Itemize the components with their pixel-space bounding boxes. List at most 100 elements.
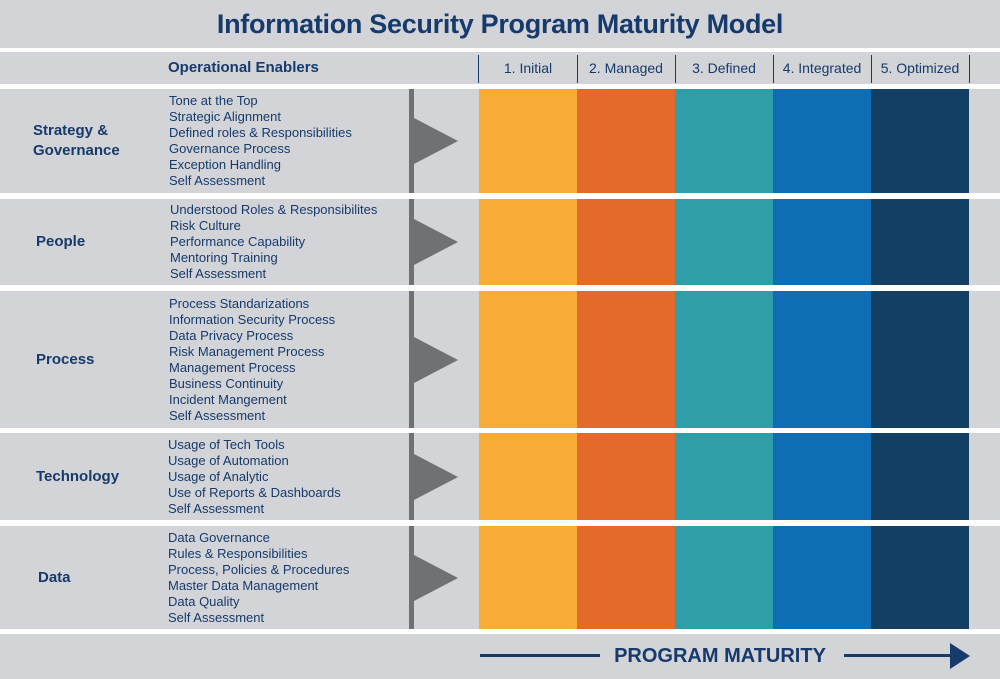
maturity-arrow-head-icon: [950, 643, 970, 669]
enabler-item: Usage of Tech Tools: [168, 437, 285, 452]
enabler-item: Self Assessment: [168, 501, 265, 516]
row-label-line: Governance: [33, 142, 120, 159]
enabler-item: Strategic Alignment: [169, 109, 282, 124]
header-band: [0, 52, 1000, 84]
enabler-item: Exception Handling: [169, 157, 282, 172]
row-label-line: Data: [38, 568, 71, 586]
enabler-list-people: Understood Roles & Responsibilites Risk C…: [170, 202, 377, 282]
enabler-item: Self Assessment: [170, 266, 267, 281]
row-label-line: Technology: [36, 467, 120, 485]
enabler-item: Governance Process: [169, 141, 291, 156]
maturity-cell-optimized: [871, 89, 969, 193]
enabler-item: Process, Policies & Procedures: [168, 562, 350, 577]
maturity-cell-managed: [577, 526, 675, 629]
maturity-cell-initial: [479, 526, 577, 629]
maturity-cell-integrated: [773, 433, 871, 520]
enabler-item: Usage of Analytic: [168, 469, 269, 484]
row-divider-pole: [409, 433, 414, 520]
maturity-cell-defined: [675, 526, 773, 629]
pointer-triangle-icon: [414, 219, 458, 265]
enabler-list-data: Data Governance Rules & Responsibilities P…: [168, 530, 349, 626]
row-label-data: Data: [38, 526, 190, 629]
enabler-item: Understood Roles & Responsibilites: [170, 202, 378, 217]
maturity-cell-managed: [577, 89, 675, 193]
row-label-line: People: [36, 233, 86, 250]
maturity-cell-integrated: [773, 199, 871, 285]
row-divider-pole: [409, 526, 414, 629]
level-header-optimized: 5. Optimized: [880, 60, 960, 76]
pointer-triangle-icon: [414, 453, 458, 500]
header-separator: [773, 55, 774, 83]
maturity-cell-initial: [479, 433, 577, 520]
maturity-cell-optimized: [871, 526, 969, 629]
maturity-cell-optimized: [871, 291, 969, 428]
row-label-technology: Technology: [36, 433, 188, 520]
enabler-item: Mentoring Training: [170, 250, 278, 265]
header-separator: [478, 55, 479, 83]
enabler-item: Performance Capability: [170, 234, 306, 249]
level-header-initial: 1. Initial: [503, 60, 553, 76]
operational-enablers-header: Operational Enablers: [168, 59, 319, 76]
row-label-strategy-governance: Strategy & Governance: [33, 89, 185, 193]
enabler-list-technology: Usage of Tech Tools Usage of Automation Us…: [168, 437, 341, 517]
maturity-cell-managed: [577, 433, 675, 520]
row-divider-pole: [409, 291, 414, 428]
enabler-item: Tone at the Top: [169, 93, 258, 108]
header-separator: [577, 55, 578, 83]
maturity-cell-defined: [675, 89, 773, 193]
maturity-cell-initial: [479, 89, 577, 193]
enabler-list-process: Process Standarizations Information Secur…: [169, 296, 335, 424]
enabler-item: Usage of Automation: [168, 453, 289, 468]
header-separator: [675, 55, 676, 83]
enabler-item: Use of Reports & Dashboards: [168, 485, 341, 500]
enabler-item: Self Assessment: [168, 610, 265, 625]
enabler-item: Self Assessment: [169, 408, 266, 423]
row-label-people: People: [36, 199, 188, 285]
maturity-cell-managed: [577, 199, 675, 285]
diagram-title: Information Security Program Maturity Mo…: [216, 8, 784, 39]
maturity-cell-managed: [577, 291, 675, 428]
enabler-list-strategy-governance: Tone at the Top Strategic Alignment Define…: [169, 93, 352, 189]
row-label-process: Process: [36, 291, 188, 428]
enabler-item: Risk Culture: [170, 218, 241, 233]
maturity-cell-integrated: [773, 89, 871, 193]
maturity-cell-optimized: [871, 199, 969, 285]
header-separator: [871, 55, 872, 83]
enabler-item: Incident Mangement: [169, 392, 287, 407]
maturity-cell-defined: [675, 433, 773, 520]
enabler-item: Self Assessment: [169, 173, 266, 188]
header-separator: [969, 55, 970, 83]
enabler-item: Business Continuity: [169, 376, 284, 391]
enabler-item: Rules & Responsibilities: [168, 546, 308, 561]
enabler-item: Information Security Process: [169, 312, 336, 327]
maturity-arrow-line-left: [480, 654, 600, 657]
title-band: [0, 0, 1000, 48]
enabler-item: Master Data Management: [168, 578, 319, 593]
enabler-item: Defined roles & Responsibilities: [169, 125, 352, 140]
maturity-arrow-line-right: [844, 654, 952, 657]
maturity-cell-integrated: [773, 291, 871, 428]
enabler-item: Process Standarizations: [169, 296, 310, 311]
maturity-cell-defined: [675, 291, 773, 428]
enabler-item: Data Governance: [168, 530, 270, 545]
pointer-triangle-icon: [414, 336, 458, 383]
maturity-cell-initial: [479, 199, 577, 285]
pointer-triangle-icon: [414, 118, 458, 164]
enabler-item: Data Quality: [168, 594, 240, 609]
row-divider-pole: [409, 199, 414, 285]
enabler-item: Data Privacy Process: [169, 328, 294, 343]
enabler-item: Risk Management Process: [169, 344, 325, 359]
level-header-defined: 3. Defined: [692, 60, 756, 76]
maturity-cell-optimized: [871, 433, 969, 520]
level-header-integrated: 4. Integrated: [782, 60, 862, 76]
maturity-cell-defined: [675, 199, 773, 285]
row-label-line: Strategy &: [33, 122, 109, 139]
level-header-managed: 2. Managed: [589, 60, 663, 76]
maturity-cell-initial: [479, 291, 577, 428]
maturity-cell-integrated: [773, 526, 871, 629]
row-label-line: Process: [36, 350, 95, 368]
pointer-triangle-icon: [414, 554, 458, 601]
enabler-item: Management Process: [169, 360, 296, 375]
row-divider-pole: [409, 89, 414, 193]
program-maturity-label: PROGRAM MATURITY: [614, 645, 826, 667]
